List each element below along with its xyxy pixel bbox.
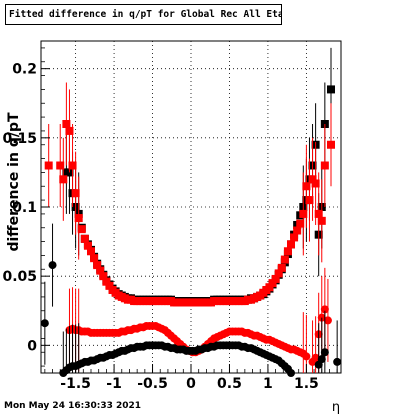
data-marks	[40, 47, 342, 377]
x-tick-label: 0.5	[217, 376, 242, 392]
x-tick-label: 1.5	[294, 376, 319, 392]
data-point-square	[290, 233, 299, 242]
data-point-square	[274, 269, 283, 278]
data-point-square	[96, 266, 105, 275]
series-1	[44, 82, 335, 307]
data-point-square	[44, 161, 53, 170]
data-point-square	[56, 161, 65, 170]
data-point-square	[93, 261, 102, 270]
data-point-square	[77, 225, 86, 234]
data-point-square	[59, 175, 68, 184]
y-axis-label: difference in q/pT	[6, 112, 22, 251]
y-tick-label: 0.2	[12, 62, 37, 78]
data-point-square	[305, 196, 314, 205]
data-point-square	[74, 214, 83, 223]
data-point-square	[65, 126, 74, 135]
data-point-square	[271, 274, 280, 283]
data-point-square	[99, 272, 108, 281]
data-point-square	[314, 209, 323, 218]
data-point-square	[105, 281, 114, 290]
data-point-circle	[40, 319, 49, 328]
data-point-square	[299, 209, 308, 218]
data-point-square	[327, 140, 335, 149]
data-point-circle	[333, 357, 342, 366]
data-point-square	[277, 263, 286, 272]
data-point-circle	[323, 316, 332, 325]
data-point-square	[268, 279, 277, 288]
x-tick-label: -1.5	[60, 376, 91, 392]
y-tick-label: 0.15	[2, 131, 37, 147]
data-point-square	[265, 283, 274, 292]
data-point-square	[87, 247, 95, 256]
y-tick-label: 0.05	[2, 269, 37, 285]
data-point-square	[102, 277, 111, 286]
axes: -1.5 -1 -0.5 0 0.5 1 1.5 0 0.05 0.1 0.15 0.2	[2, 47, 338, 392]
data-point-square	[71, 189, 80, 198]
data-point-square	[283, 247, 292, 256]
x-tick-label: -1	[106, 376, 122, 392]
x-tick-label: 0	[186, 376, 196, 392]
data-point-square	[327, 85, 335, 94]
data-point-circle	[320, 305, 329, 314]
data-point-square	[320, 161, 329, 170]
data-point-square	[296, 219, 305, 228]
data-point-square	[83, 241, 92, 250]
data-point-square	[293, 226, 302, 235]
y-tick-label: 0.1	[12, 200, 37, 216]
chart-title: Fitted difference in q/pT for Global Rec…	[5, 4, 282, 25]
data-point-square	[90, 254, 99, 263]
data-point-circle	[302, 352, 311, 361]
data-point-square	[317, 216, 326, 225]
data-point-square	[80, 234, 89, 243]
series-3	[40, 223, 342, 377]
data-point-square	[302, 182, 311, 191]
y-tick-label: 0	[27, 338, 37, 354]
data-point-square	[280, 255, 289, 264]
data-point-square	[287, 240, 295, 249]
data-point-circle	[317, 355, 326, 364]
timestamp: Mon May 24 16:30:33 2021	[4, 401, 142, 411]
data-point-square	[311, 179, 320, 188]
data-point-square	[62, 120, 71, 128]
data-point-circle	[320, 348, 329, 357]
x-axis-label: η	[332, 400, 340, 414]
data-point-square	[68, 161, 77, 170]
x-tick-label: 1	[263, 376, 273, 392]
data-point-circle	[311, 353, 320, 362]
data-point-circle	[48, 261, 57, 270]
data-point-square	[308, 175, 317, 184]
x-tick-label: -0.5	[137, 376, 168, 392]
